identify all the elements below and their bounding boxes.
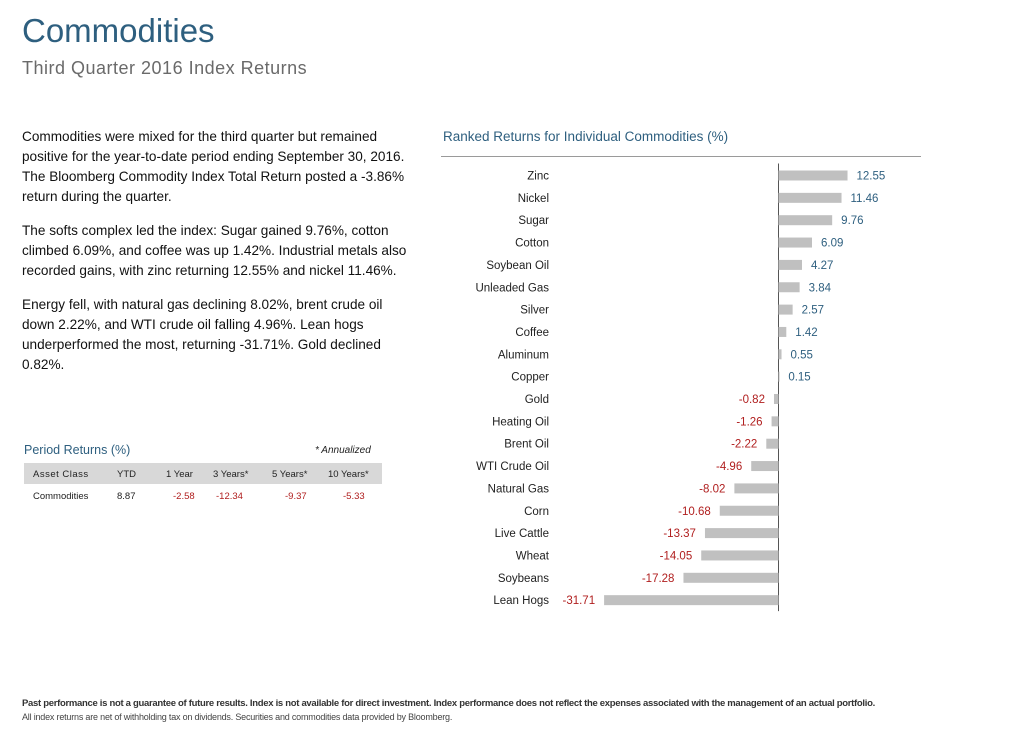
bar bbox=[604, 595, 779, 606]
data-label: -0.82 bbox=[739, 394, 765, 406]
data-label: -13.37 bbox=[663, 528, 696, 540]
bar bbox=[778, 259, 802, 270]
bar bbox=[766, 438, 779, 449]
data-label: -8.02 bbox=[699, 483, 725, 495]
bar bbox=[778, 282, 800, 293]
data-label: 0.15 bbox=[788, 372, 810, 384]
bar bbox=[778, 349, 782, 360]
data-label: -2.22 bbox=[731, 439, 757, 451]
header-1-year: 1 Year bbox=[166, 469, 193, 480]
data-label: -10.68 bbox=[678, 506, 711, 518]
header-ytd: YTD bbox=[117, 469, 136, 480]
data-label: 1.42 bbox=[795, 327, 817, 339]
bar bbox=[734, 483, 779, 494]
annualized-note: * Annualized bbox=[315, 445, 371, 456]
bar bbox=[701, 550, 779, 561]
cell-ytd: 8.87 bbox=[117, 491, 136, 502]
category-label: Coffee bbox=[515, 327, 549, 339]
category-label: Zinc bbox=[527, 171, 549, 183]
category-label: Nickel bbox=[518, 193, 549, 205]
commentary-paragraph: Commodities were mixed for the third qua… bbox=[22, 129, 405, 204]
cell-10-years: -5.33 bbox=[343, 491, 365, 502]
category-label: Lean Hogs bbox=[493, 595, 549, 607]
bar bbox=[771, 416, 779, 427]
data-label: -17.28 bbox=[642, 573, 675, 585]
commentary-paragraph: The softs complex led the index: Sugar g… bbox=[22, 223, 407, 278]
data-label: 6.09 bbox=[821, 238, 843, 250]
period-returns-title: Period Returns (%) bbox=[24, 443, 131, 457]
category-label: Gold bbox=[525, 394, 549, 406]
cell-5-years: -9.37 bbox=[285, 491, 307, 502]
bar bbox=[778, 170, 848, 181]
category-label: Aluminum bbox=[498, 349, 549, 361]
bar bbox=[778, 192, 842, 203]
header-5-years: 5 Years* bbox=[272, 469, 308, 480]
category-label: Live Cattle bbox=[495, 528, 549, 540]
data-label: -31.71 bbox=[562, 595, 595, 607]
header-10-years: 10 Years* bbox=[328, 469, 369, 480]
data-label: -14.05 bbox=[660, 550, 693, 562]
bar bbox=[683, 572, 779, 583]
bar bbox=[719, 505, 779, 516]
cell-1-year: -2.58 bbox=[173, 491, 195, 502]
bar bbox=[778, 237, 812, 248]
category-label: Soybean Oil bbox=[486, 260, 549, 272]
category-label: Copper bbox=[511, 372, 549, 384]
bar bbox=[778, 326, 787, 337]
bar bbox=[778, 371, 780, 382]
data-label: 3.84 bbox=[809, 282, 832, 294]
data-label: 9.76 bbox=[841, 215, 863, 227]
category-label: Brent Oil bbox=[504, 439, 549, 451]
category-label: WTI Crude Oil bbox=[476, 461, 549, 473]
category-label: Wheat bbox=[516, 550, 550, 562]
bar bbox=[778, 304, 793, 315]
header-3-years: 3 Years* bbox=[213, 469, 249, 480]
category-label: Cotton bbox=[515, 238, 549, 250]
bar bbox=[704, 528, 779, 539]
chart-title: Ranked Returns for Individual Commoditie… bbox=[443, 129, 729, 144]
category-label: Soybeans bbox=[498, 573, 549, 585]
header-asset-class: Asset Class bbox=[33, 469, 89, 480]
bar bbox=[778, 215, 833, 226]
chart-title-rule bbox=[441, 156, 921, 157]
period-returns-header bbox=[24, 463, 382, 484]
data-label: -1.26 bbox=[736, 416, 762, 428]
cell-asset-class: Commodities bbox=[33, 491, 89, 502]
category-label: Heating Oil bbox=[492, 416, 549, 428]
data-label: -4.96 bbox=[716, 461, 742, 473]
footer-data-source: All index returns are net of withholding… bbox=[22, 712, 453, 722]
commentary: Commodities were mixed for the third qua… bbox=[22, 127, 407, 389]
category-label: Sugar bbox=[518, 215, 549, 227]
cell-3-years: -12.34 bbox=[216, 491, 243, 502]
data-label: 11.46 bbox=[851, 193, 879, 205]
bar bbox=[773, 394, 779, 404]
page-subtitle: Third Quarter 2016 Index Returns bbox=[22, 58, 308, 78]
data-label: 4.27 bbox=[811, 260, 833, 272]
category-label: Natural Gas bbox=[488, 483, 550, 495]
data-label: 12.55 bbox=[857, 171, 886, 183]
data-label: 2.57 bbox=[802, 305, 824, 317]
category-label: Unleaded Gas bbox=[475, 282, 549, 294]
data-label: 0.55 bbox=[791, 349, 813, 361]
category-label: Corn bbox=[524, 506, 549, 518]
bar bbox=[751, 461, 779, 472]
page-title: Commodities bbox=[22, 12, 215, 49]
footer-disclaimer: Past performance is not a guarantee of f… bbox=[22, 698, 875, 709]
category-label: Silver bbox=[520, 305, 549, 317]
commentary-paragraph: Energy fell, with natural gas declining … bbox=[22, 297, 383, 372]
